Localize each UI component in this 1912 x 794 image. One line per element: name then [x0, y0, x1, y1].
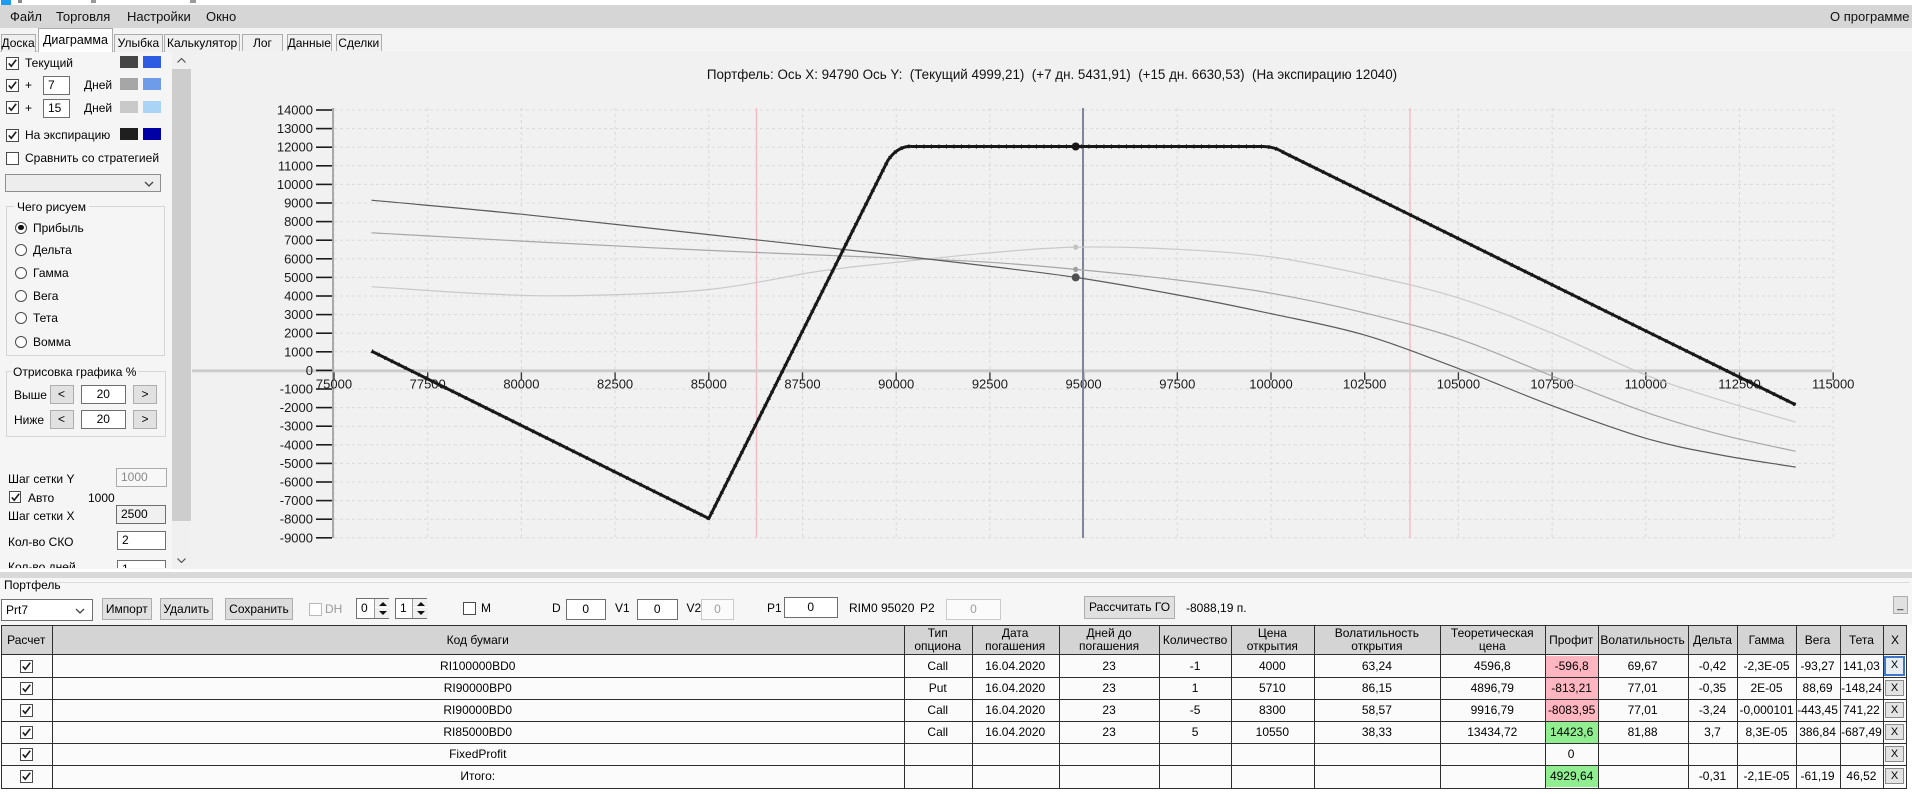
- svg-text:11000: 11000: [278, 158, 313, 173]
- svg-text:112500: 112500: [1718, 377, 1760, 392]
- svg-text:1000: 1000: [284, 344, 313, 359]
- svg-text:-2000: -2000: [280, 400, 313, 415]
- svg-text:107500: 107500: [1530, 377, 1573, 392]
- svg-text:-7000: -7000: [280, 493, 313, 508]
- svg-text:4000: 4000: [284, 289, 313, 304]
- svg-text:-6000: -6000: [280, 475, 313, 490]
- svg-text:12000: 12000: [277, 140, 313, 155]
- svg-text:87500: 87500: [784, 377, 820, 392]
- svg-text:2000: 2000: [284, 326, 313, 341]
- svg-text:7000: 7000: [284, 233, 313, 248]
- svg-text:75000: 75000: [316, 377, 352, 392]
- svg-text:13000: 13000: [277, 121, 313, 136]
- svg-text:14000: 14000: [277, 103, 313, 118]
- svg-text:-1000: -1000: [280, 382, 313, 397]
- svg-text:77500: 77500: [410, 377, 446, 392]
- svg-text:8000: 8000: [284, 214, 313, 229]
- svg-text:90000: 90000: [878, 377, 914, 392]
- svg-text:Портфель: Ось X: 94790 Ось Y:: Портфель: Ось X: 94790 Ось Y: (Текущий 4…: [707, 67, 1397, 82]
- svg-text:100000: 100000: [1249, 377, 1292, 392]
- svg-text:10000: 10000: [277, 177, 313, 192]
- svg-text:92500: 92500: [972, 377, 1008, 392]
- svg-text:85000: 85000: [691, 377, 727, 392]
- svg-text:-3000: -3000: [280, 419, 313, 434]
- svg-text:80000: 80000: [503, 377, 539, 392]
- svg-text:9000: 9000: [284, 196, 313, 211]
- svg-text:105000: 105000: [1437, 377, 1480, 392]
- svg-text:-4000: -4000: [280, 437, 313, 452]
- svg-text:115000: 115000: [1812, 377, 1854, 392]
- svg-text:110000: 110000: [1625, 377, 1667, 392]
- svg-text:5000: 5000: [284, 270, 313, 285]
- svg-text:-8000: -8000: [280, 512, 313, 527]
- svg-text:3000: 3000: [284, 307, 313, 322]
- svg-text:97500: 97500: [1159, 377, 1195, 392]
- svg-text:-9000: -9000: [280, 530, 313, 545]
- svg-text:-5000: -5000: [280, 456, 313, 471]
- svg-text:82500: 82500: [597, 377, 633, 392]
- svg-text:6000: 6000: [284, 251, 313, 266]
- svg-text:0: 0: [306, 363, 313, 378]
- svg-text:102500: 102500: [1343, 377, 1386, 392]
